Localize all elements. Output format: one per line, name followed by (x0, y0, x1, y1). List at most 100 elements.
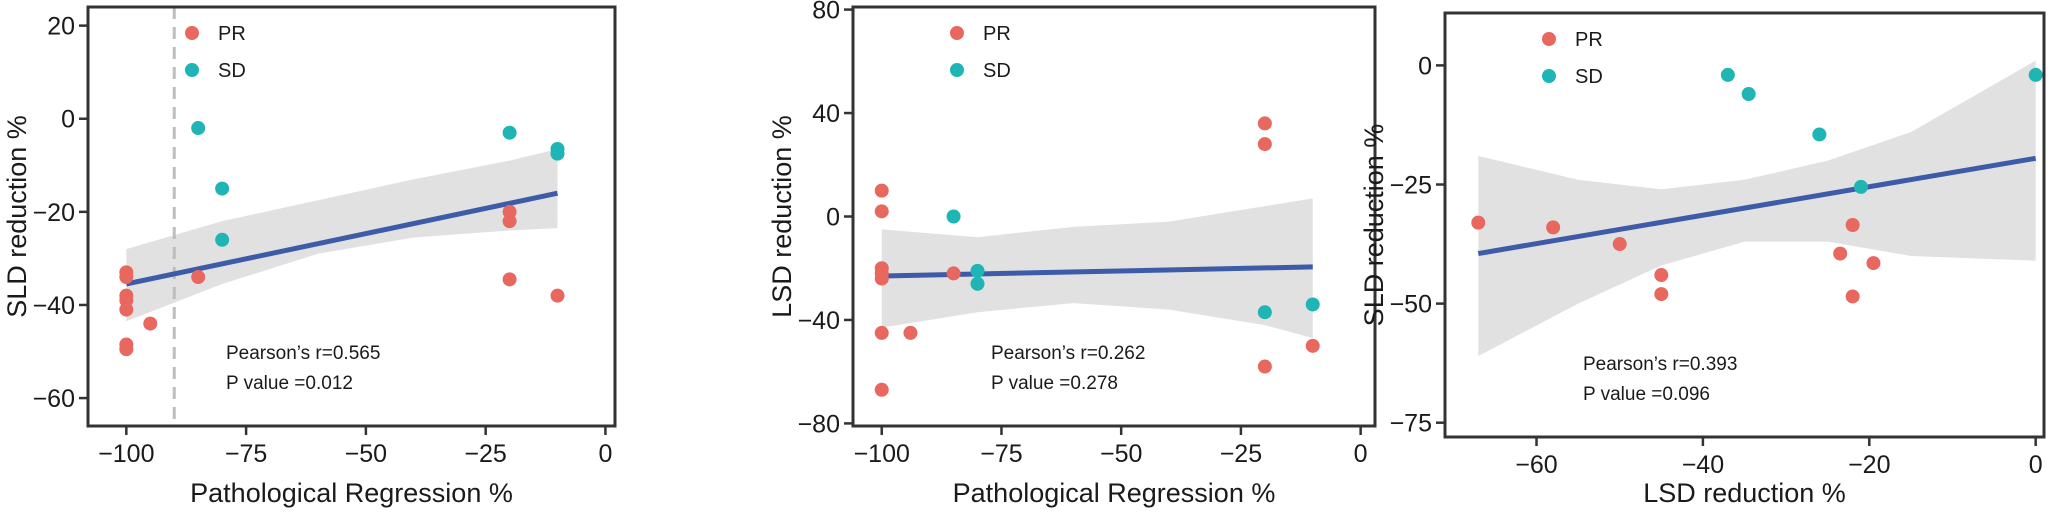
legend-marker-sd (185, 63, 199, 77)
point-sd (215, 181, 230, 196)
point-pr (143, 316, 158, 331)
point-pr (874, 271, 889, 286)
x-tick-label: −25 (464, 440, 506, 468)
legend-label-pr: PR (1575, 29, 1603, 51)
point-pr (1833, 246, 1848, 261)
x-tick-label: 0 (1354, 440, 1368, 468)
y-tick-label: −40 (33, 292, 75, 320)
point-pr (1866, 256, 1881, 271)
y-tick-label: −60 (33, 385, 75, 413)
y-axis-title: LSD reduction % (767, 115, 797, 318)
point-pr (874, 204, 889, 219)
y-tick-label: −40 (798, 307, 840, 335)
point-pr (1257, 116, 1272, 131)
point-sd (1720, 67, 1735, 82)
x-tick-label: −50 (345, 440, 387, 468)
scatter-panel-1: −100 −75 −50 −25 0 −60 −40 −20 0 20 Pathological R… (2, 5, 617, 508)
point-pr (502, 272, 517, 287)
point-pr (1546, 220, 1561, 235)
p-value-label: P value =0.012 (226, 373, 353, 394)
y-tick-label: −20 (33, 199, 75, 227)
y-tick-label: −25 (1390, 172, 1432, 200)
point-sd (215, 232, 230, 247)
y-tick-label: 40 (812, 100, 840, 128)
p-value-label: P value =0.278 (991, 373, 1118, 394)
y-tick-label: 0 (826, 204, 840, 232)
legend-marker-sd (1542, 69, 1556, 83)
plot-frame (1443, 11, 2046, 439)
point-pr (1257, 359, 1272, 374)
point-sd (1853, 179, 1868, 194)
point-sd (946, 209, 961, 224)
legend-label-sd: SD (218, 60, 246, 82)
legend-marker-sd (950, 63, 964, 77)
point-pr (119, 342, 134, 357)
point-pr (1257, 137, 1272, 152)
regression-line (1477, 155, 2037, 257)
point-pr (1845, 218, 1860, 232)
point-sd (502, 125, 517, 140)
point-pr (1654, 268, 1669, 283)
x-tick-label: −75 (225, 440, 267, 468)
regression-line (125, 190, 559, 287)
point-pr (1305, 338, 1320, 353)
x-tick-label: −25 (1220, 440, 1262, 468)
point-pr (1654, 287, 1669, 302)
confidence-band (881, 198, 1313, 339)
point-sd (550, 146, 565, 161)
point-pr (874, 183, 889, 198)
y-tick-label: −75 (1390, 410, 1432, 438)
point-sd (191, 121, 206, 136)
point-pr (119, 270, 134, 285)
p-value-label: P value =0.096 (1583, 384, 1710, 405)
point-pr (874, 325, 889, 340)
point-sd (2028, 67, 2043, 82)
y-tick-label: −80 (798, 410, 840, 438)
y-axis-title: SLD reduction % (2, 115, 32, 318)
x-tick-label: 0 (598, 440, 612, 468)
x-tick-label: −20 (1848, 451, 1890, 479)
point-pr (502, 214, 517, 229)
point-pr (1845, 289, 1860, 304)
pearson-r-label: Pearson’s r=0.565 (226, 343, 380, 364)
legend-label-pr: PR (983, 23, 1011, 45)
y-tick-label: 80 (812, 0, 840, 25)
x-tick-label: 0 (2029, 451, 2043, 479)
point-pr (903, 325, 918, 340)
legend-marker-pr (185, 26, 199, 40)
x-tick-label: −60 (1515, 451, 1557, 479)
y-tick-label: −50 (1390, 291, 1432, 319)
legend-label-sd: SD (983, 60, 1011, 82)
point-pr (946, 266, 961, 281)
plot-frame (86, 5, 617, 428)
x-tick-label: −100 (854, 440, 910, 468)
legend-label-sd: SD (1575, 66, 1603, 88)
x-tick-label: −40 (1682, 451, 1724, 479)
confidence-band (126, 148, 558, 322)
y-axis-title: SLD reduction % (1359, 124, 1389, 327)
point-sd (1257, 305, 1272, 320)
point-sd (970, 276, 985, 291)
x-axis-title: Pathological Regression % (190, 478, 513, 508)
point-sd (1741, 86, 1756, 101)
scatter-panel-3: −60 −40 −20 0 −75 −50 −25 0 LSD reduction % SLD r… (1359, 11, 2046, 508)
point-pr (1612, 237, 1627, 252)
y-tick-label: 20 (47, 13, 75, 41)
point-pr (550, 288, 565, 303)
point-pr (191, 270, 206, 285)
pearson-r-label: Pearson’s r=0.393 (1583, 354, 1737, 375)
x-tick-label: −75 (980, 440, 1022, 468)
point-sd (1305, 297, 1320, 312)
x-tick-label: −50 (1100, 440, 1142, 468)
legend-label-pr: PR (218, 23, 246, 45)
point-pr (119, 302, 134, 317)
x-axis-title: LSD reduction % (1643, 478, 1846, 508)
y-tick-label: 0 (1418, 52, 1432, 80)
point-pr (1471, 215, 1486, 230)
point-pr (874, 382, 889, 397)
y-tick-label: 0 (61, 106, 75, 134)
pearson-r-label: Pearson’s r=0.262 (991, 343, 1145, 364)
scatter-panel-2: −100 −75 −50 −25 0 −80 −40 0 40 80 Pathological Re… (767, 0, 1377, 508)
legend-marker-pr (950, 26, 964, 40)
